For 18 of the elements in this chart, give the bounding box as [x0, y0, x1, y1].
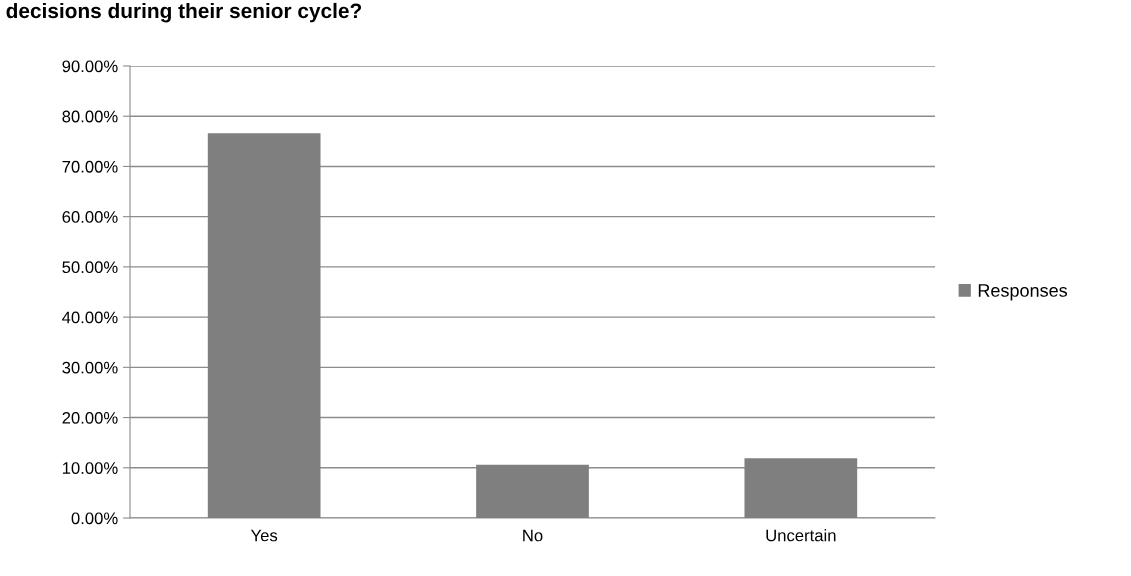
bar: [744, 458, 858, 518]
x-tick-label: Uncertain: [766, 529, 836, 542]
y-tick-label: 0.00%: [71, 512, 118, 525]
bar: [207, 133, 321, 518]
y-tick-label: 70.00%: [62, 160, 118, 173]
legend-label: Responses: [978, 284, 1068, 301]
y-tick-label: 30.00%: [62, 361, 118, 374]
y-tick-label: 60.00%: [62, 211, 118, 223]
y-tick-label: 10.00%: [62, 462, 118, 474]
x-tick-label: Yes: [250, 529, 278, 542]
y-tick-label: 50.00%: [62, 261, 118, 274]
y-tick-label: 20.00%: [62, 411, 118, 424]
y-tick-label: 80.00%: [62, 110, 118, 123]
bar: [476, 464, 589, 518]
x-tick-label: No: [523, 529, 543, 542]
chart-title: decisions during their senior cycle?: [6, 2, 362, 23]
y-tick-label: 90.00%: [62, 60, 118, 73]
y-tick-label: 40.00%: [62, 311, 118, 324]
